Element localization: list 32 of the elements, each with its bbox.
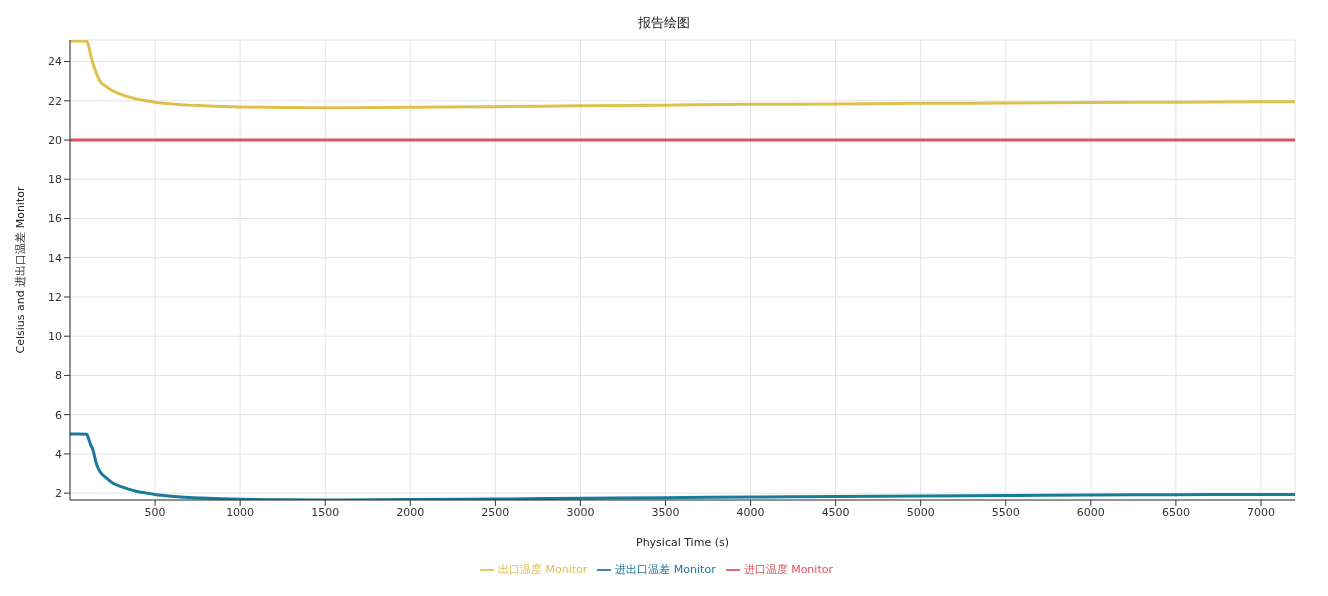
y-tick-label: 20 <box>48 133 62 147</box>
y-tick-label: 8 <box>55 369 62 383</box>
x-axis-title: Physical Time (s) <box>636 536 729 549</box>
x-tick-label: 4000 <box>736 505 765 519</box>
y-tick-label: 16 <box>48 212 62 226</box>
y-tick-label: 6 <box>55 408 62 422</box>
x-tick-label: 6500 <box>1161 505 1190 519</box>
y-tick-label: 24 <box>48 55 62 69</box>
y-tick-label: 12 <box>48 290 62 304</box>
x-tick-label: 3000 <box>566 505 595 519</box>
legend-label: 进口温度 Monitor <box>743 563 833 576</box>
x-tick-label: 4500 <box>821 505 850 519</box>
legend-label: 出口温度 Monitor <box>498 563 588 576</box>
x-tick-label: 5000 <box>906 505 935 519</box>
x-tick-label: 7000 <box>1246 505 1275 519</box>
y-tick-label: 14 <box>48 251 62 265</box>
y-tick-label: 4 <box>55 447 62 461</box>
y-tick-label: 10 <box>48 330 62 344</box>
x-tick-label: 5500 <box>991 505 1020 519</box>
chart-title: 报告绘图 <box>637 14 691 32</box>
x-tick-label: 1000 <box>226 505 255 519</box>
x-tick-label: 1500 <box>311 505 340 519</box>
y-axis-title: Celsius and 进出口温差 Monitor <box>13 186 27 354</box>
x-tick-label: 3500 <box>651 505 680 519</box>
y-tick-label: 2 <box>55 487 62 501</box>
legend-label: 进出口温差 Monitor <box>615 563 716 576</box>
x-tick-label: 500 <box>144 505 166 519</box>
y-tick-label: 22 <box>48 94 62 108</box>
x-tick-label: 2000 <box>396 505 425 519</box>
x-tick-label: 6000 <box>1076 505 1105 519</box>
x-tick-label: 2500 <box>481 505 510 519</box>
y-tick-label: 18 <box>48 173 62 187</box>
